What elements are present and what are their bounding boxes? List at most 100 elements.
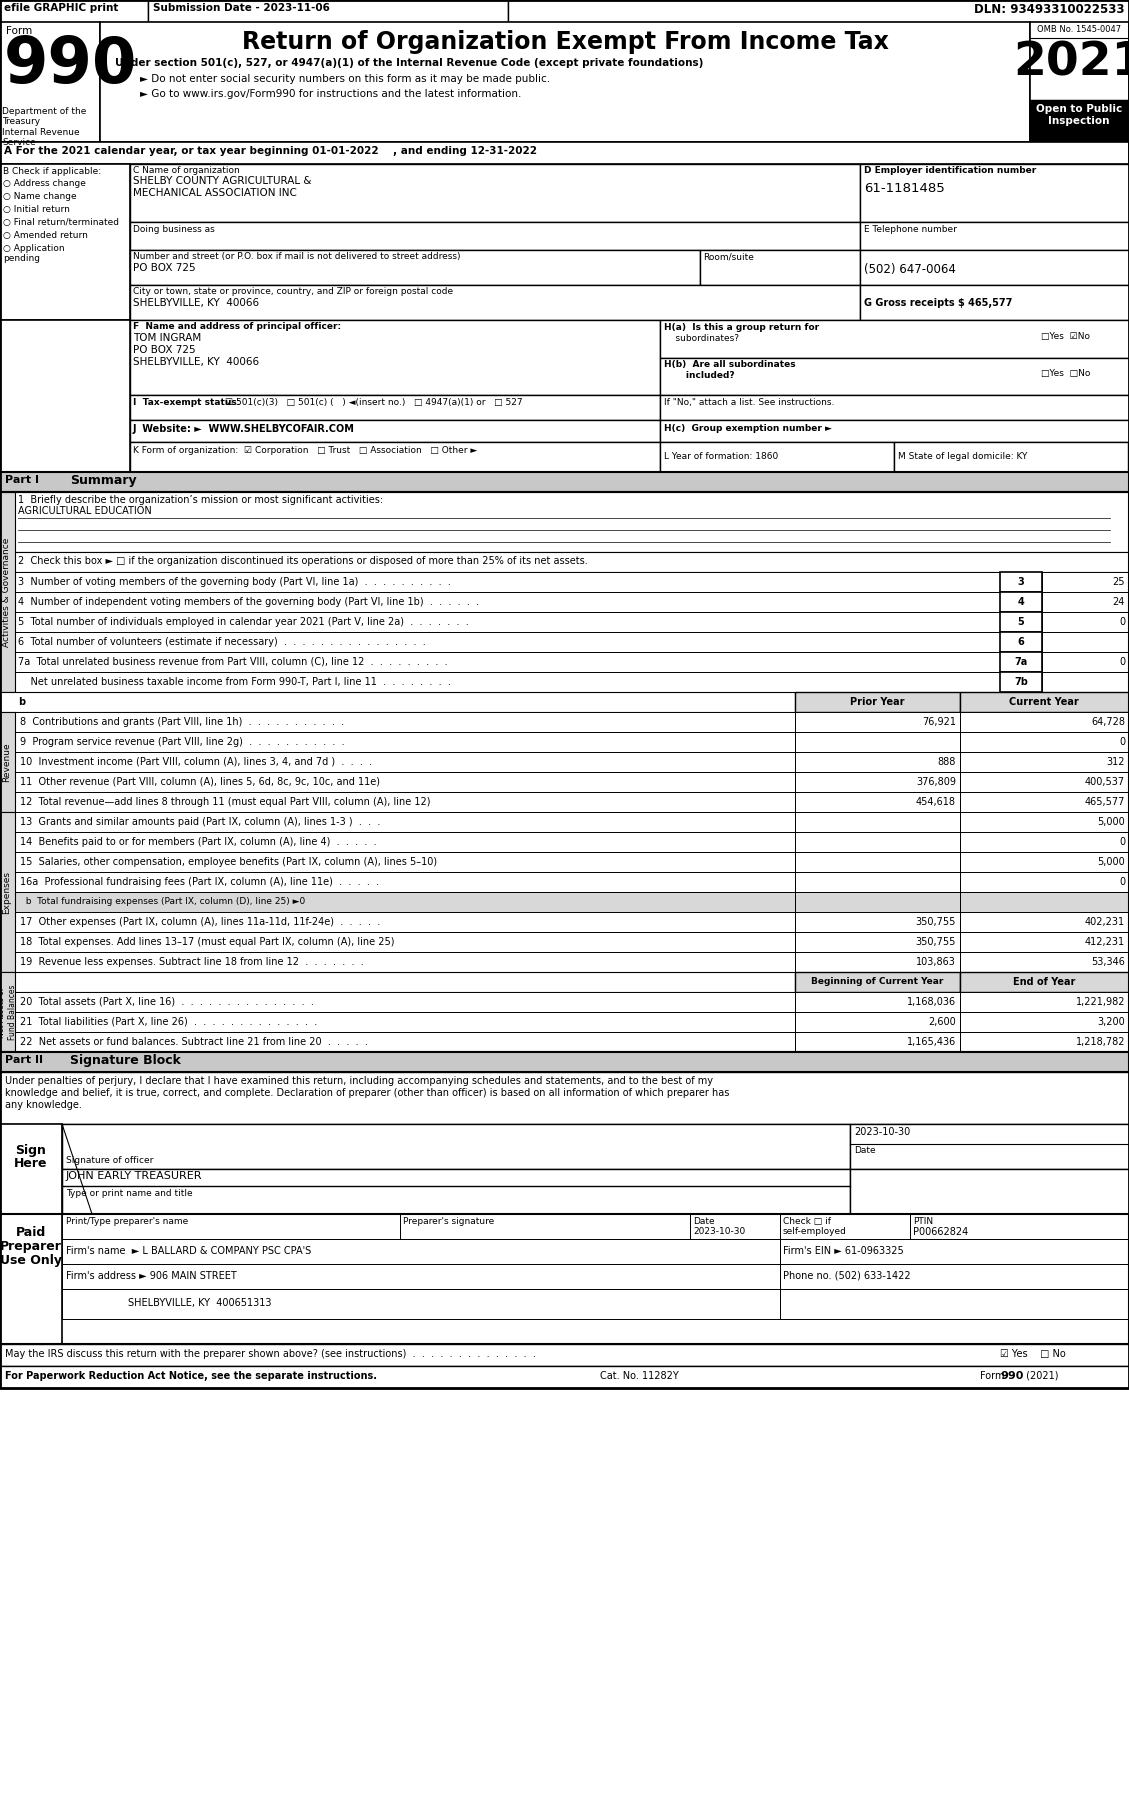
Bar	[860, 285, 1129, 319]
Text: ○ Application
pending: ○ Application pending	[3, 245, 64, 263]
Bar	[960, 932, 1129, 952]
Text: 22  Net assets or fund balances. Subtract line 21 from line 20  .  .  .  .  .: 22 Net assets or fund balances. Subtract…	[20, 1038, 368, 1047]
Text: 6: 6	[1017, 637, 1024, 648]
Bar	[660, 395, 1129, 421]
Text: Prior Year: Prior Year	[850, 697, 904, 707]
Text: 4: 4	[1017, 597, 1024, 608]
Text: 12  Total revenue—add lines 8 through 11 (must equal Part VIII, column (A), line: 12 Total revenue—add lines 8 through 11 …	[20, 796, 430, 807]
Text: Signature of officer: Signature of officer	[65, 1156, 154, 1165]
Bar	[0, 0, 148, 22]
Text: SHELBYVILLE, KY  40066: SHELBYVILLE, KY 40066	[133, 297, 260, 308]
Bar	[0, 551, 1129, 571]
Text: 8  Contributions and grants (Part VIII, line 1h)  .  .  .  .  .  .  .  .  .  .  : 8 Contributions and grants (Part VIII, l…	[20, 717, 344, 727]
Text: 76,921: 76,921	[922, 717, 956, 727]
Text: MECHANICAL ASSOCIATION INC: MECHANICAL ASSOCIATION INC	[133, 189, 297, 198]
Text: b  Total fundraising expenses (Part IX, column (D), line 25) ►0: b Total fundraising expenses (Part IX, c…	[20, 896, 305, 905]
Bar	[960, 873, 1129, 892]
Bar	[15, 753, 795, 773]
Text: Net Assets or
Fund Balances: Net Assets or Fund Balances	[0, 985, 17, 1039]
Bar	[795, 733, 960, 753]
Text: OMB No. 1545-0047: OMB No. 1545-0047	[1036, 25, 1121, 34]
Text: 5,000: 5,000	[1097, 816, 1124, 827]
Bar	[795, 773, 960, 793]
Text: b: b	[18, 697, 25, 707]
Bar	[130, 163, 860, 221]
Bar	[62, 1125, 850, 1168]
Text: SHELBY COUNTY AGRICULTURAL &: SHELBY COUNTY AGRICULTURAL &	[133, 176, 312, 187]
Text: 376,809: 376,809	[916, 776, 956, 787]
Text: Form: Form	[6, 25, 33, 36]
Bar	[15, 1012, 795, 1032]
Text: 2023-10-30: 2023-10-30	[854, 1126, 910, 1137]
Bar	[860, 163, 1129, 221]
Bar	[795, 813, 960, 833]
Bar	[1030, 100, 1129, 141]
Text: 1  Briefly describe the organization’s mission or most significant activities:: 1 Briefly describe the organization’s mi…	[18, 495, 383, 504]
Bar	[15, 853, 795, 873]
Text: E Telephone number: E Telephone number	[864, 225, 957, 234]
Bar	[960, 992, 1129, 1012]
Bar	[130, 319, 660, 395]
Bar	[660, 357, 1129, 395]
Text: Part II: Part II	[5, 1056, 43, 1065]
Bar	[860, 250, 1129, 285]
Bar	[660, 421, 1129, 443]
Text: 2023-10-30: 2023-10-30	[693, 1226, 745, 1235]
Bar	[1042, 571, 1129, 591]
Text: 0: 0	[1119, 657, 1124, 668]
Text: 11  Other revenue (Part VIII, column (A), lines 5, 6d, 8c, 9c, 10c, and 11e): 11 Other revenue (Part VIII, column (A),…	[20, 776, 380, 787]
Text: (2021): (2021)	[1023, 1371, 1059, 1380]
Text: 990: 990	[5, 34, 138, 96]
Bar	[0, 1125, 62, 1214]
Text: If "No," attach a list. See instructions.: If "No," attach a list. See instructions…	[664, 397, 834, 406]
Bar	[910, 1214, 1129, 1239]
Bar	[15, 992, 795, 1012]
Bar	[0, 671, 1000, 691]
Text: H(b)  Are all subordinates: H(b) Are all subordinates	[664, 359, 796, 368]
Text: Check □ if: Check □ if	[784, 1217, 831, 1226]
Bar	[62, 1168, 850, 1214]
Bar	[0, 492, 1129, 1052]
Text: 64,728: 64,728	[1091, 717, 1124, 727]
Bar	[0, 0, 1129, 22]
Bar	[795, 892, 960, 912]
Text: 7a: 7a	[1014, 657, 1027, 668]
Bar	[850, 1125, 1129, 1168]
Bar	[795, 833, 960, 853]
Text: 350,755: 350,755	[916, 938, 956, 947]
Bar	[1042, 671, 1129, 691]
Text: 0: 0	[1119, 617, 1124, 628]
Text: 21  Total liabilities (Part X, line 26)  .  .  .  .  .  .  .  .  .  .  .  .  .  : 21 Total liabilities (Part X, line 26) .…	[20, 1018, 317, 1027]
Text: 16a  Professional fundraising fees (Part IX, column (A), line 11e)  .  .  .  .  : 16a Professional fundraising fees (Part …	[20, 876, 379, 887]
Bar	[62, 1214, 400, 1239]
Bar	[130, 443, 660, 472]
Bar	[400, 1214, 690, 1239]
Text: ► Go to www.irs.gov/Form990 for instructions and the latest information.: ► Go to www.irs.gov/Form990 for instruct…	[140, 89, 522, 100]
Bar	[960, 853, 1129, 873]
Bar	[15, 952, 795, 972]
Bar	[960, 691, 1129, 713]
Text: End of Year: End of Year	[1013, 978, 1075, 987]
Text: 400,537: 400,537	[1085, 776, 1124, 787]
Text: C Name of organization: C Name of organization	[133, 167, 239, 174]
Bar	[15, 932, 795, 952]
Bar	[960, 793, 1129, 813]
Text: PO BOX 725: PO BOX 725	[133, 263, 195, 272]
Text: 17  Other expenses (Part IX, column (A), lines 11a-11d, 11f-24e)  .  .  .  .  .: 17 Other expenses (Part IX, column (A), …	[20, 918, 380, 927]
Bar	[0, 319, 130, 472]
Text: Revenue: Revenue	[2, 742, 11, 782]
Text: Under section 501(c), 527, or 4947(a)(1) of the Internal Revenue Code (except pr: Under section 501(c), 527, or 4947(a)(1)…	[115, 58, 703, 67]
Text: Phone no. (502) 633-1422: Phone no. (502) 633-1422	[784, 1272, 911, 1281]
Text: I  Tax-exempt status:: I Tax-exempt status:	[133, 397, 240, 406]
Text: 1,168,036: 1,168,036	[907, 998, 956, 1007]
Bar	[1042, 591, 1129, 611]
Text: Room/suite: Room/suite	[703, 252, 754, 261]
Bar	[894, 443, 1128, 472]
Text: Activities & Governance: Activities & Governance	[2, 537, 11, 646]
Bar	[100, 22, 1030, 141]
Bar	[0, 691, 795, 713]
Text: Beginning of Current Year: Beginning of Current Year	[811, 978, 943, 987]
Text: 10  Investment income (Part VIII, column (A), lines 3, 4, and 7d )  .  .  .  .: 10 Investment income (Part VIII, column …	[20, 756, 373, 767]
Text: K Form of organization:  ☑ Corporation   □ Trust   □ Association   □ Other ►: K Form of organization: ☑ Corporation □ …	[133, 446, 478, 455]
Bar	[960, 753, 1129, 773]
